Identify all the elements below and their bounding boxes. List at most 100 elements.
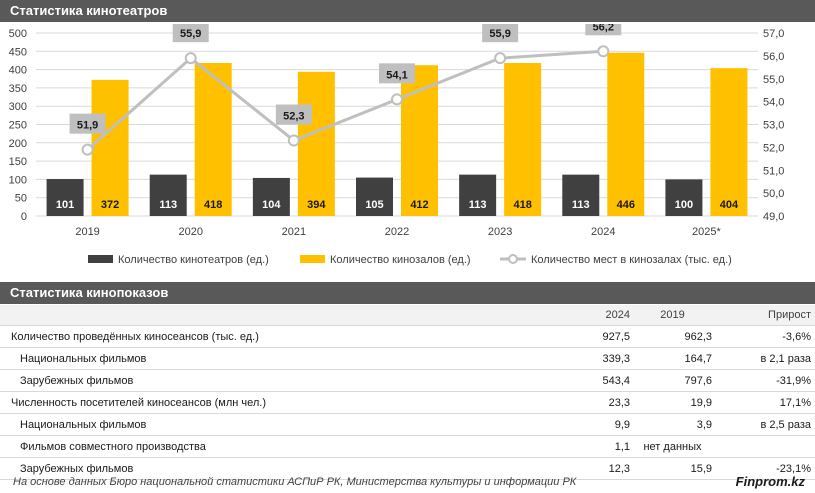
halls-value-label: 418 <box>513 199 531 211</box>
value-2024: 23,3 <box>565 391 633 414</box>
cinemas-value-label: 100 <box>675 199 693 211</box>
cinemas-value-label: 113 <box>469 199 487 211</box>
table-row: Национальных фильмов 339,3 164,7 в 2,1 раза <box>0 347 815 370</box>
seats-point <box>81 143 94 156</box>
seats-label-box <box>482 24 519 43</box>
y2-tick-label: 55,0 <box>763 74 784 86</box>
halls-value-label: 404 <box>720 199 739 211</box>
table-title: Статистика кинопоказов <box>0 282 815 304</box>
y2-tick-label: 49,0 <box>763 211 784 223</box>
seats-label-box <box>69 113 106 134</box>
row-label: Национальных фильмов <box>0 413 565 436</box>
value-2024: 1,1 <box>565 435 633 458</box>
value-2019: 164,7 <box>633 347 715 370</box>
legend-halls-swatch <box>300 255 325 263</box>
y-tick-label: 250 <box>9 120 27 132</box>
cinemas-bar <box>252 177 290 216</box>
y-tick-label: 300 <box>9 101 27 113</box>
table-row: Количество проведённых киносеансов (тыс.… <box>0 325 815 348</box>
halls-value-label: 446 <box>617 199 635 211</box>
value-2024: 12,3 <box>565 457 633 480</box>
cinemas-value-label: 113 <box>159 199 177 211</box>
halls-value-label: 418 <box>204 199 222 211</box>
seats-value-label: 55,9 <box>489 28 510 40</box>
seats-label-box <box>275 104 312 125</box>
cinemas-bar <box>356 177 393 216</box>
growth-value: -23,1% <box>715 457 815 480</box>
halls-value-label: 394 <box>307 199 326 211</box>
halls-bar <box>710 68 748 216</box>
x-tick-label: 2020 <box>178 226 202 238</box>
halls-bar <box>504 63 542 217</box>
table-header-row: 2024 2019 Прирост <box>0 305 815 326</box>
value-2019: 962,3 <box>633 325 715 348</box>
growth-value <box>715 435 815 458</box>
halls-bar <box>607 52 645 216</box>
row-label: Национальных фильмов <box>0 347 565 370</box>
cinemas-bar <box>149 174 187 216</box>
growth-value: в 2,1 раза <box>715 347 815 370</box>
y-tick-label: 450 <box>9 46 27 58</box>
value-2024: 9,9 <box>565 413 633 436</box>
seats-label-box <box>379 63 415 84</box>
chart-title: Статистика кинотеатров <box>0 0 815 22</box>
cinemas-bar <box>562 174 600 216</box>
seats-point <box>391 93 403 106</box>
seats-value-label: 51,9 <box>77 120 98 132</box>
y2-tick-label: 56,0 <box>763 51 784 63</box>
y-tick-label: 200 <box>9 138 27 150</box>
value-2019: 797,6 <box>633 369 715 392</box>
y-tick-label: 150 <box>9 156 27 168</box>
y2-tick-label: 52,0 <box>763 142 784 154</box>
column-header: 2019 <box>633 305 715 326</box>
y-tick-label: 350 <box>9 83 27 95</box>
row-label: Зарубежных фильмов <box>0 369 565 392</box>
source-note: На основе данных Бюро национальной стати… <box>13 476 577 488</box>
legend-seats-label: Количество мест в кинозалах (тыс. ед.) <box>531 254 732 266</box>
column-header: 2024 <box>565 305 633 326</box>
y-tick-label: 50 <box>15 193 27 205</box>
legend-cinemas-swatch <box>88 255 113 263</box>
y2-tick-label: 53,0 <box>763 120 784 132</box>
cinemas-value-label: 104 <box>262 199 281 211</box>
halls-value-label: 372 <box>101 199 119 211</box>
y2-tick-label: 54,0 <box>763 97 784 109</box>
seats-label-box <box>172 24 209 43</box>
legend-seats-marker <box>508 254 518 264</box>
y-tick-label: 400 <box>9 65 27 77</box>
footer: На основе данных Бюро национальной стати… <box>0 473 815 493</box>
cinemas-value-label: 113 <box>572 199 590 211</box>
y-tick-label: 500 <box>9 28 27 40</box>
row-label: Численность посетителей киносеансов (млн… <box>0 391 565 414</box>
seats-point <box>494 52 507 65</box>
y-tick-label: 0 <box>21 211 27 223</box>
value-2019: 19,9 <box>633 391 715 414</box>
cinemas-bar <box>459 174 497 216</box>
value-2019: нет данных <box>633 435 715 458</box>
value-2024: 339,3 <box>565 347 633 370</box>
x-tick-label: 2025* <box>692 226 721 238</box>
row-label: Зарубежных фильмов <box>0 457 565 480</box>
table-row: Зарубежных фильмов 12,3 15,9 -23,1% <box>0 457 815 480</box>
row-label: Фильмов совместного производства <box>0 435 565 458</box>
screenings-table: 2024 2019 Прирост Количество проведённых ки… <box>0 305 815 480</box>
x-tick-label: 2019 <box>75 226 99 238</box>
y2-tick-label: 51,0 <box>763 165 784 177</box>
seats-point <box>287 134 300 147</box>
y2-tick-label: 50,0 <box>763 188 784 200</box>
x-tick-label: 2022 <box>385 226 409 238</box>
legend-halls-label: Количество кинозалов (ед.) <box>330 254 471 266</box>
seats-point <box>597 45 610 58</box>
value-2019: 15,9 <box>633 457 715 480</box>
column-header: Прирост <box>715 305 815 326</box>
value-2019: 3,9 <box>633 413 715 436</box>
growth-value: -31,9% <box>715 369 815 392</box>
table-row: Численность посетителей киносеансов (млн… <box>0 391 815 414</box>
table-row: Фильмов совместного производства 1,1 нет д… <box>0 435 815 458</box>
halls-value-label: 412 <box>410 199 428 211</box>
halls-bar <box>297 71 335 216</box>
cinema-chart: 0 50 100 150 200 250 300 350 400 450 500 49,0 50,0 51… <box>9 24 784 266</box>
cinemas-bar <box>46 179 84 216</box>
seats-value-label: 55,9 <box>180 28 201 40</box>
halls-bar <box>91 79 129 217</box>
